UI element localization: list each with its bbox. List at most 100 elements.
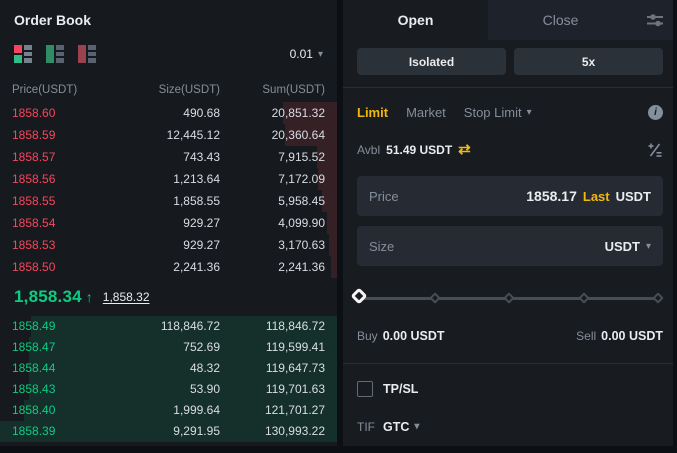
order-type-stop-limit-dropdown[interactable]: Stop Limit ▾ [464,105,532,120]
transfer-swap-icon[interactable]: ⇄ [458,141,471,158]
precision-dropdown[interactable]: 0.01 ▾ [290,47,323,61]
price-column-header: Price(USDT) [12,84,78,96]
panel-divider [337,0,343,453]
bid-size: 48.32 [189,361,220,375]
chevron-down-icon: ▾ [645,240,651,252]
ask-price: 1858.50 [12,260,56,274]
order-settings-button[interactable] [633,0,677,40]
tab-open[interactable]: Open [343,0,488,40]
bid-row[interactable]: 1858.47 752.69 119,599.41 [0,337,337,358]
orderbook-asks-view-icon[interactable] [78,45,96,63]
ask-size: 743.43 [183,150,220,164]
tpsl-label: TP/SL [383,382,419,396]
tpsl-checkbox[interactable] [357,381,373,397]
bottom-edge-divider [0,446,677,453]
trade-panel: Open Close Isolated 5x Limit Market [343,0,677,453]
sell-label: Sell [576,329,597,343]
size-input[interactable]: Size USDT ▾ [357,226,663,266]
orderbook-split-view-icon[interactable] [14,45,32,63]
chevron-down-icon: ▾ [414,421,420,432]
divider [343,87,677,88]
bid-sum: 119,599.41 [265,340,325,354]
bid-row[interactable]: 1858.39 9,291.95 130,993.22 [0,421,337,442]
chevron-down-icon: ▾ [526,106,532,118]
bid-price: 1858.49 [12,319,56,333]
mark-price-link[interactable]: 1,858.32 [102,290,150,304]
ask-row[interactable]: 1858.59 12,445.12 20,360.64 [0,124,337,146]
bid-depth-bar [28,379,337,400]
slider-tick-75[interactable] [577,292,590,304]
last-price: 1,858.34 [14,287,82,306]
buy-label: Buy [357,329,378,343]
ask-price: 1858.59 [12,128,56,142]
buy-sell-summary-row: Buy 0.00 USDT Sell 0.00 USDT [357,328,663,344]
buy-value: 0.00 USDT [382,329,445,343]
bid-sum: 121,701.27 [264,403,325,417]
order-book-column-headers: Price(USDT) Size(USDT) Sum(USDT) [12,84,325,96]
ask-depth-bar [284,124,337,146]
slider-tick-50[interactable] [503,292,515,304]
ask-size: 490.68 [183,106,220,120]
available-value: 51.49 USDT [386,142,453,157]
margin-mode-button[interactable]: Isolated [357,48,506,75]
use-last-price-link[interactable]: Last [582,188,610,204]
ask-row[interactable]: 1858.50 2,241.36 2,241.36 [0,256,337,278]
asks-list: 1858.60 490.68 20,851.32 1858.59 12,445.… [0,102,337,278]
calculator-button[interactable] [647,142,663,158]
ask-size: 929.27 [183,238,220,252]
slider-handle[interactable] [350,287,368,305]
bid-depth-bar [31,316,337,337]
precision-value: 0.01 [289,47,313,61]
price-unit: USDT [615,188,651,204]
bid-price: 1858.44 [12,361,56,375]
bid-price: 1858.47 [12,340,56,354]
ask-size: 929.27 [183,216,220,230]
tif-label: TIF [357,419,375,434]
ask-row[interactable]: 1858.60 490.68 20,851.32 [0,102,337,124]
ask-price: 1858.53 [12,238,56,252]
ask-row[interactable]: 1858.54 929.27 4,099.90 [0,212,337,234]
ask-depth-bar [283,102,337,124]
bid-price: 1858.40 [12,403,56,417]
bid-sum: 119,647.73 [265,361,325,375]
order-type-market[interactable]: Market [406,104,446,120]
bid-size: 1,999.64 [173,403,220,417]
bid-row[interactable]: 1858.40 1,999.64 121,701.27 [0,400,337,421]
chevron-down-icon: ▾ [317,48,323,60]
ask-row[interactable]: 1858.57 743.43 7,915.52 [0,146,337,168]
slider-tick-25[interactable] [428,292,441,304]
ask-row[interactable]: 1858.56 1,213.64 7,172.09 [0,168,337,190]
tab-close[interactable]: Close [542,12,579,28]
orderbook-bids-view-icon[interactable] [46,45,64,63]
bid-sum: 130,993.22 [264,424,325,438]
ask-depth-bar [331,256,337,278]
size-unit: USDT [604,238,640,254]
size-percent-slider[interactable] [350,287,664,308]
slider-tick-100[interactable] [652,292,664,304]
order-book-title: Order Book [14,12,92,28]
size-unit-dropdown[interactable]: USDT ▾ [605,239,651,254]
ask-price: 1858.60 [12,106,56,120]
tif-row: TIF GTC ▾ [357,418,663,435]
info-icon[interactable]: i [648,104,663,120]
bid-price: 1858.43 [12,382,56,396]
calculator-icon [648,143,662,157]
available-balance-row: Avbl 51.49 USDT ⇄ [357,141,663,158]
ask-price: 1858.56 [12,172,56,186]
order-type-limit[interactable]: Limit [357,104,389,120]
right-edge-divider [673,0,677,453]
ask-size: 1,858.55 [173,194,220,208]
divider [343,363,677,364]
price-input-label: Price [369,188,399,204]
leverage-button[interactable]: 5x [514,48,663,75]
size-input-label: Size [369,238,395,254]
price-input[interactable]: Price 1858.17 Last USDT [357,176,663,216]
ask-row[interactable]: 1858.53 929.27 3,170.63 [0,234,337,256]
bid-row[interactable]: 1858.49 118,846.72 118,846.72 [0,316,337,337]
bid-row[interactable]: 1858.43 53.90 119,701.63 [0,379,337,400]
ask-row[interactable]: 1858.55 1,858.55 5,958.45 [0,190,337,212]
ask-depth-bar [328,234,337,256]
tif-dropdown[interactable]: GTC ▾ [383,420,419,434]
bid-row[interactable]: 1858.44 48.32 119,647.73 [0,358,337,379]
bid-depth-bar [29,358,337,379]
